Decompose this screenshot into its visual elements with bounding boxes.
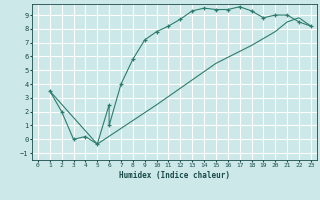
X-axis label: Humidex (Indice chaleur): Humidex (Indice chaleur) — [119, 171, 230, 180]
